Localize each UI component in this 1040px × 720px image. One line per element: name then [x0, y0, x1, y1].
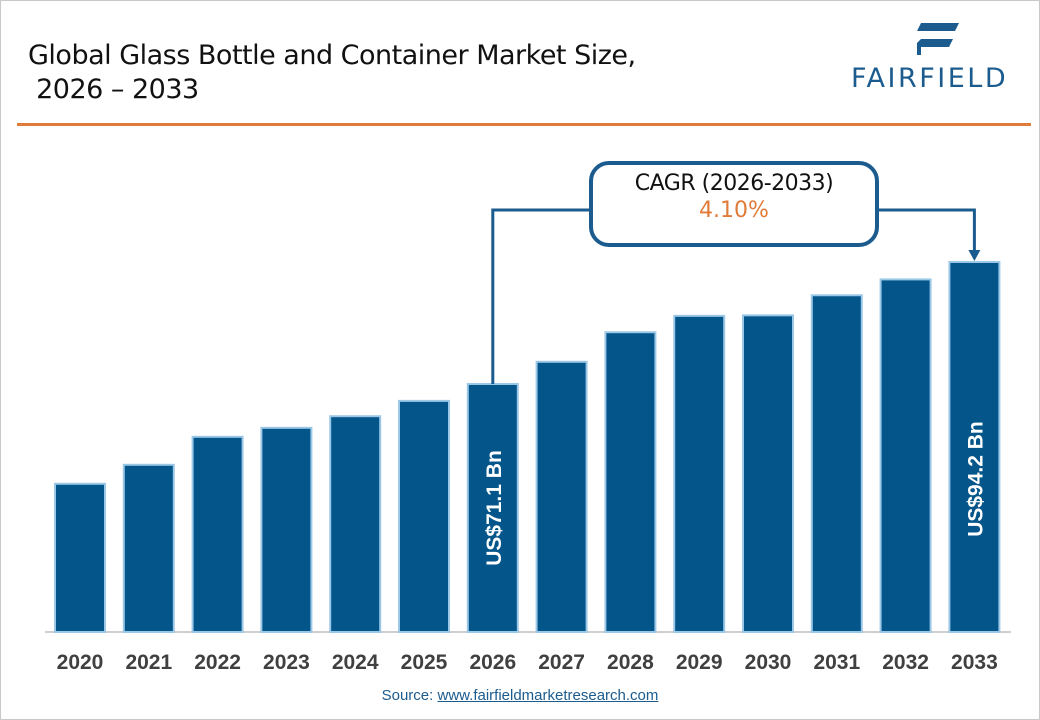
source-note: Source: www.fairfieldmarketresearch.com	[1, 687, 1039, 704]
x-tick-label: 2025	[401, 651, 448, 674]
cagr-connector-right	[877, 208, 976, 252]
x-tick-label: 2021	[125, 651, 172, 674]
x-tick-label: 2023	[263, 651, 310, 674]
cagr-label: CAGR (2026-2033)	[634, 171, 834, 196]
cagr-value: 4.10%	[699, 198, 769, 223]
bar-2033	[948, 260, 1001, 633]
bar-2032	[879, 278, 932, 633]
bar-2028	[604, 331, 657, 633]
bar-2025	[398, 399, 450, 633]
logo-text: FAIRFIELD	[851, 63, 1009, 94]
source-link[interactable]: www.fairfieldmarketresearch.com	[437, 687, 659, 704]
bar-2022	[191, 435, 244, 633]
data-label-2033: US$94.2 Bn	[964, 421, 987, 537]
bar-2021	[122, 463, 175, 634]
x-tick-label: 2022	[194, 651, 241, 674]
x-tick-label: 2026	[469, 651, 516, 674]
x-tick-label: 2028	[607, 651, 654, 674]
bar-2031	[810, 294, 863, 633]
source-label: Source:	[381, 687, 438, 704]
bar-2030	[742, 314, 794, 633]
bar-2024	[329, 415, 382, 634]
x-tick-label: 2032	[882, 651, 929, 674]
x-tick-label: 2027	[538, 651, 585, 674]
x-tick-label: 2020	[57, 651, 104, 674]
bar-2027	[535, 360, 588, 633]
chart-title: Global Glass Bottle and Container Market…	[28, 40, 636, 105]
cagr-callout: CAGR (2026-2033) 4.10%	[589, 161, 879, 247]
cagr-connector-left	[491, 208, 591, 384]
x-tick-label: 2031	[813, 651, 860, 674]
x-tick-label: 2024	[332, 651, 379, 674]
bar-2026	[466, 382, 519, 633]
arrow-down-icon	[968, 249, 981, 261]
x-tick-label: 2033	[951, 651, 998, 674]
x-tick-label: 2030	[745, 651, 792, 674]
bar-2023	[260, 426, 313, 634]
bar-2029	[673, 314, 726, 633]
fairfield-logo-icon	[917, 23, 959, 55]
x-tick-label: 2029	[676, 651, 723, 674]
header-divider	[17, 123, 1031, 126]
bar-2020	[54, 482, 106, 633]
data-label-2026: US$71.1 Bn	[483, 450, 506, 566]
